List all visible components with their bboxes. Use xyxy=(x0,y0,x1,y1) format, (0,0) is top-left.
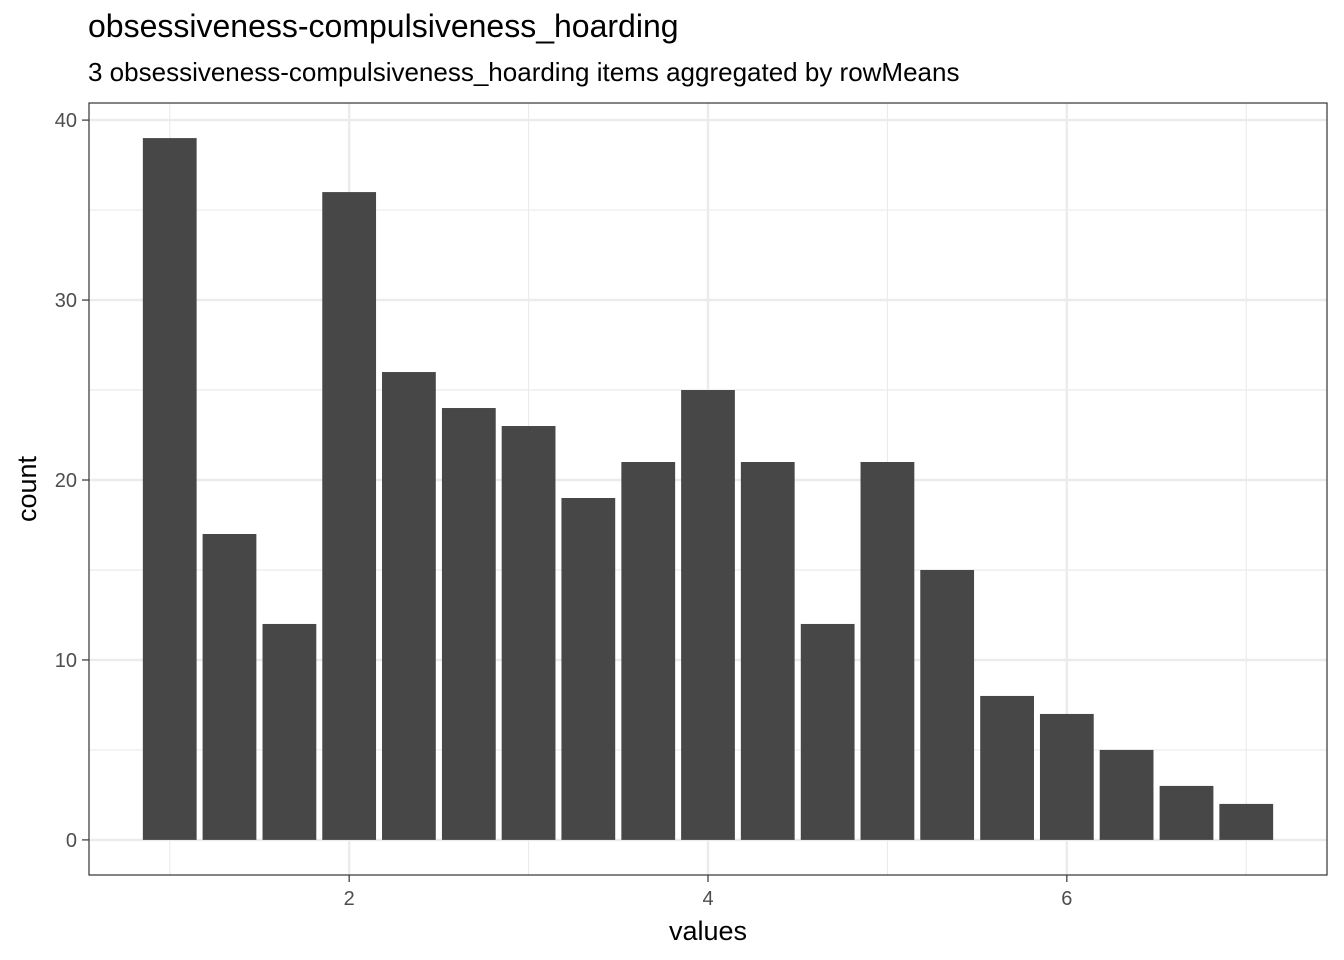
y-axis-title: count xyxy=(12,455,42,522)
histogram-bar xyxy=(501,426,556,840)
chart-subtitle: 3 obsessiveness-compulsiveness_hoarding … xyxy=(88,57,960,87)
histogram-bar xyxy=(262,623,317,840)
histogram-bar xyxy=(441,408,496,840)
histogram-bar xyxy=(1099,749,1154,840)
histogram-bar xyxy=(1219,803,1274,840)
histogram-bar xyxy=(561,497,616,840)
histogram-bar xyxy=(1159,785,1214,840)
y-axis: 0 10 20 30 40 xyxy=(55,110,89,852)
x-axis: 2 4 6 xyxy=(344,875,1072,910)
x-axis-title: values xyxy=(669,916,747,946)
histogram-bar xyxy=(681,390,735,840)
histogram-bar xyxy=(202,533,257,840)
histogram-bar xyxy=(740,462,795,840)
y-tick-label: 40 xyxy=(55,110,77,132)
bars xyxy=(142,138,1274,840)
y-tick-label: 10 xyxy=(55,650,77,672)
chart-title: obsessiveness-compulsiveness_hoarding xyxy=(88,8,679,44)
x-tick-label: 2 xyxy=(344,888,355,910)
y-tick-label: 30 xyxy=(55,290,77,312)
histogram-bar xyxy=(621,462,676,840)
y-tick-label: 0 xyxy=(66,830,77,852)
histogram-bar xyxy=(1039,713,1094,840)
histogram-bar xyxy=(322,192,377,840)
histogram-bar xyxy=(382,372,436,840)
histogram-bar xyxy=(800,623,855,840)
histogram-bar xyxy=(860,462,915,840)
histogram-bar xyxy=(920,569,975,840)
y-tick-label: 20 xyxy=(55,470,77,492)
histogram-bar xyxy=(980,695,1034,840)
histogram-bar xyxy=(142,138,197,840)
x-tick-label: 6 xyxy=(1061,888,1072,910)
x-tick-label: 4 xyxy=(702,888,713,910)
